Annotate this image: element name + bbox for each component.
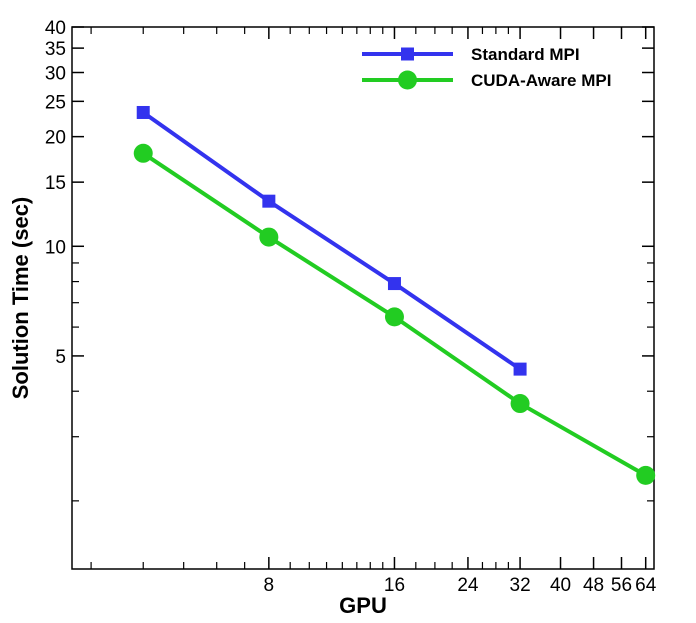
x-tick-label: 8 [264, 575, 275, 596]
data-point-standard-mpi [513, 362, 527, 376]
x-tick-label: 16 [384, 575, 405, 596]
y-tick-label: 15 [45, 173, 66, 194]
data-point-standard-mpi [262, 194, 276, 208]
legend-marker-standard-mpi [401, 47, 414, 61]
y-tick-label: 25 [45, 92, 66, 113]
x-tick-label: 48 [583, 575, 604, 596]
axes [71, 26, 655, 570]
data-point-cuda-aware-mpi [259, 227, 279, 247]
y-tick-label: 40 [45, 18, 66, 39]
legend-label-cuda-aware-mpi: CUDA-Aware MPI [471, 71, 611, 90]
x-tick-label: 64 [635, 575, 657, 596]
series-line-standard-mpi [142, 110, 522, 371]
series-layer [133, 105, 656, 485]
y-tick-label: 20 [45, 128, 66, 149]
y-axis-title: Solution Time (sec) [8, 197, 33, 400]
data-point-cuda-aware-mpi [384, 307, 404, 327]
data-point-cuda-aware-mpi [510, 394, 530, 414]
legend: Standard MPI CUDA-Aware MPI [362, 45, 611, 90]
y-tick-label: 10 [45, 237, 66, 258]
x-tick-label: 56 [611, 575, 632, 596]
x-tick-label: 32 [510, 575, 531, 596]
y-tick-label: 5 [55, 347, 66, 368]
legend-marker-cuda-aware-mpi [398, 70, 417, 90]
data-point-standard-mpi [387, 277, 401, 291]
x-axis-title: GPU [339, 593, 387, 618]
x-tick-label: 40 [550, 575, 571, 596]
data-point-standard-mpi [136, 105, 150, 119]
data-point-cuda-aware-mpi [133, 143, 153, 163]
data-point-cuda-aware-mpi [636, 465, 656, 485]
plot-frame [71, 26, 655, 570]
legend-label-standard-mpi: Standard MPI [471, 45, 580, 64]
y-tick-label: 30 [45, 64, 66, 85]
y-tick-label: 35 [45, 39, 66, 60]
x-tick-label: 24 [457, 575, 479, 596]
